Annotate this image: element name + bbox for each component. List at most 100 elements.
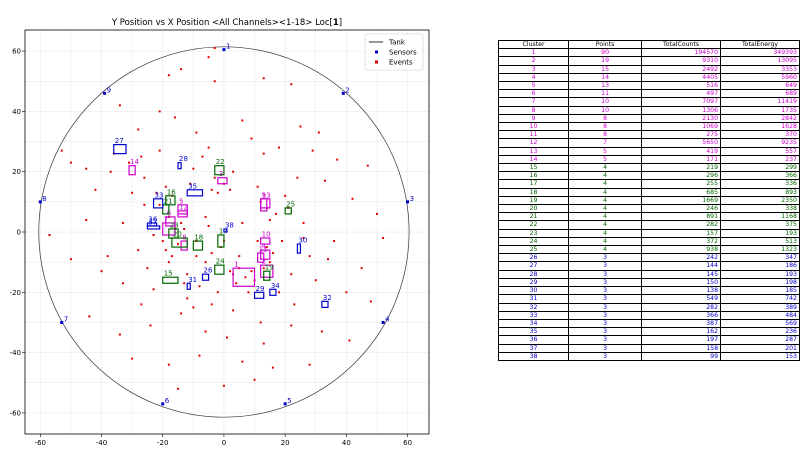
event-point: [180, 221, 183, 224]
event-point: [241, 360, 244, 363]
cell-totalenergy: 375: [720, 220, 800, 230]
cell-points: 3: [568, 277, 643, 288]
table-row: 5 13 516 649: [497, 81, 800, 91]
cell-cluster: 23: [497, 228, 570, 238]
cell-totalenergy: 366: [720, 171, 800, 181]
cell-totalenergy: 13095: [720, 56, 800, 66]
table-row: 34 3 387 569: [497, 318, 800, 329]
cell-totalcounts: 255: [641, 179, 722, 189]
event-point: [274, 212, 277, 215]
cell-points: 3: [568, 261, 643, 271]
header-totalcounts: TotalCounts: [641, 39, 722, 50]
cell-cluster: 25: [497, 245, 570, 255]
table-row: 35 3 162 236: [497, 327, 800, 337]
cluster-label: 19: [265, 264, 274, 272]
cell-totalcounts: 144: [641, 261, 722, 271]
cluster-label: 15: [164, 270, 173, 278]
event-point: [192, 167, 195, 170]
event-point: [143, 176, 146, 179]
event-point: [229, 270, 232, 273]
cell-totalcounts: 275: [641, 130, 722, 140]
cluster-label: 11: [259, 246, 268, 254]
cluster-label: 28: [179, 155, 188, 163]
cell-totalenergy: 287: [720, 335, 800, 345]
header-cluster: Cluster: [497, 39, 570, 50]
cluster-box: [162, 276, 179, 284]
event-point: [158, 149, 161, 152]
cell-points: 3: [568, 318, 643, 329]
event-point: [333, 240, 336, 243]
cluster-label: 38: [225, 221, 234, 229]
cell-points: 3: [568, 302, 643, 312]
cluster-label: 5: [179, 197, 183, 205]
cell-totalcounts: 372: [641, 236, 722, 247]
sensor-point: [222, 48, 226, 52]
cell-totalenergy: 193: [720, 269, 800, 279]
event-point: [244, 276, 247, 279]
table-row: 2 19 9310 13095: [497, 56, 800, 66]
table-row: 28 3 145 193: [497, 269, 800, 279]
y-tick-label: -20: [10, 289, 21, 297]
cluster-label: 26: [204, 267, 213, 275]
cluster-box: [186, 189, 204, 197]
event-point: [262, 77, 265, 80]
cell-cluster: 5: [497, 81, 570, 91]
cell-totalcounts: 419: [641, 146, 722, 156]
cell-totalcounts: 1306: [641, 105, 722, 115]
cell-totalenergy: 185: [720, 286, 800, 296]
cell-points: 10: [568, 97, 643, 107]
cell-cluster: 32: [497, 302, 570, 312]
event-point: [140, 155, 143, 158]
cell-totalcounts: 1069: [641, 122, 722, 132]
cluster-label: 16: [167, 188, 176, 196]
cell-points: 4: [568, 187, 643, 197]
cluster-label: 24: [216, 258, 225, 266]
event-point: [213, 47, 216, 50]
event-point: [152, 234, 155, 237]
table-row: 7 10 7097 11419: [497, 97, 800, 107]
event-point: [158, 203, 161, 206]
cell-points: 8: [568, 130, 643, 140]
cell-points: 4: [568, 179, 643, 189]
event-point: [241, 119, 244, 122]
event-point: [60, 149, 63, 152]
event-point: [207, 224, 210, 227]
x-tick-label: 0: [222, 439, 226, 447]
cell-points: 4: [568, 163, 643, 173]
event-point: [189, 182, 192, 185]
event-point: [268, 218, 271, 221]
event-point: [152, 288, 155, 291]
sensor-label: 1: [226, 43, 230, 51]
sensor-label: 5: [287, 397, 291, 405]
header-points: Points: [568, 39, 643, 50]
cell-points: 4: [568, 195, 643, 206]
cell-points: 3: [568, 310, 643, 320]
cluster-label: 13: [262, 191, 271, 199]
cluster-box: [260, 249, 271, 260]
cell-points: 19: [568, 56, 643, 66]
cluster-box: [214, 165, 225, 176]
cell-points: 3: [568, 294, 643, 304]
cluster-box: [186, 282, 191, 290]
table-row: 36 3 197 287: [497, 335, 800, 345]
cell-cluster: 22: [497, 220, 570, 230]
event-point: [137, 249, 140, 252]
cell-totalenergy: 1735: [720, 105, 800, 115]
event-point: [262, 152, 265, 155]
cell-points: 13: [568, 81, 643, 91]
event-point: [131, 191, 134, 194]
event-point: [284, 194, 287, 197]
cell-cluster: 21: [497, 212, 570, 222]
cluster-boxes: 1 234567891011121314151617181920212223242…: [113, 137, 332, 308]
cell-totalenergy: 11419: [720, 97, 800, 107]
cluster-box: [284, 207, 292, 215]
event-point: [256, 185, 259, 188]
cell-points: 15: [568, 64, 643, 74]
event-point: [204, 215, 207, 218]
event-point: [121, 221, 124, 224]
cell-totalenergy: 569: [720, 318, 800, 329]
cell-points: 3: [568, 286, 643, 296]
cluster-label: 18: [194, 234, 203, 242]
cell-totalcounts: 5650: [641, 138, 722, 148]
